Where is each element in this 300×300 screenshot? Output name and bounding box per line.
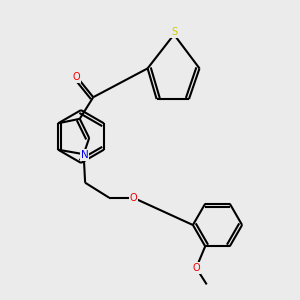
Text: N: N	[81, 150, 88, 160]
Text: O: O	[192, 263, 200, 273]
Text: O: O	[129, 193, 137, 203]
Text: O: O	[73, 72, 80, 82]
Text: S: S	[171, 27, 177, 37]
